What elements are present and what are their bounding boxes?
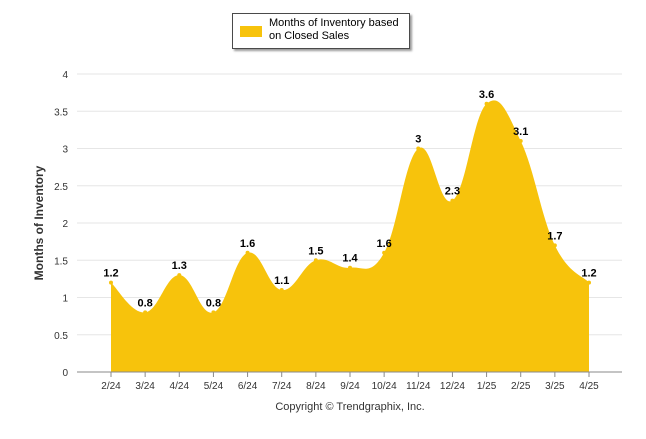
y-tick-label: 4 [62, 70, 68, 81]
data-label: 3.6 [479, 89, 494, 101]
data-point [587, 280, 591, 285]
data-label: 1.1 [274, 275, 289, 287]
data-label: 1.5 [308, 245, 323, 257]
data-label: 1.6 [376, 238, 391, 250]
data-point [109, 280, 113, 285]
series-area [111, 100, 589, 372]
x-tick-label: 4/24 [170, 381, 190, 392]
data-label: 1.2 [103, 268, 118, 280]
y-tick-label: 2 [62, 219, 68, 230]
data-point [177, 273, 182, 278]
data-label: 0.8 [137, 297, 152, 309]
y-tick-label: 1.5 [54, 256, 68, 267]
y-axis-title: Months of Inventory [32, 165, 46, 280]
data-point [416, 146, 421, 151]
legend: Months of Inventory based on Closed Sale… [232, 13, 410, 49]
copyright-footer: Copyright © Trendgraphix, Inc. [275, 401, 425, 413]
x-tick-label: 2/25 [511, 381, 531, 392]
y-tick-label: 2.5 [54, 182, 68, 193]
legend-swatch [240, 26, 262, 37]
data-point [450, 198, 455, 203]
data-label: 3 [415, 134, 421, 146]
data-point [382, 250, 387, 255]
x-tick-label: 9/24 [340, 381, 360, 392]
y-tick-label: 0.5 [54, 331, 68, 342]
data-label: 3.1 [513, 126, 528, 138]
x-tick-label: 10/24 [372, 381, 397, 392]
data-point [211, 310, 216, 315]
data-label: 1.3 [172, 260, 187, 272]
y-tick-label: 3.5 [54, 107, 68, 118]
x-tick-label: 12/24 [440, 381, 465, 392]
data-point [348, 265, 352, 270]
data-point [313, 258, 318, 263]
y-tick-label: 3 [62, 145, 68, 156]
data-point [552, 243, 557, 248]
x-tick-label: 3/24 [135, 381, 155, 392]
data-label: 0.8 [206, 297, 221, 309]
x-tick-label: 4/25 [579, 381, 599, 392]
y-tick-label: 1 [62, 294, 68, 305]
x-tick-label: 2/24 [101, 381, 121, 392]
x-tick-label: 1/25 [477, 381, 497, 392]
data-point [484, 101, 489, 106]
x-tick-label: 3/25 [545, 381, 565, 392]
data-label: 1.2 [581, 268, 596, 280]
x-tick-label: 8/24 [306, 381, 326, 392]
x-tick-label: 7/24 [272, 381, 292, 392]
data-point [143, 310, 148, 315]
x-tick-label: 11/24 [406, 381, 431, 392]
x-tick-label: 5/24 [204, 381, 224, 392]
data-label: 2.3 [445, 186, 460, 198]
data-point [279, 288, 284, 293]
y-tick-label: 0 [62, 368, 68, 379]
data-label: 1.6 [240, 238, 255, 250]
data-label: 1.7 [547, 230, 562, 242]
legend-label: Months of Inventory based on Closed Sale… [269, 17, 399, 42]
data-label: 1.4 [342, 253, 358, 265]
x-tick-label: 6/24 [238, 381, 258, 392]
data-point [518, 139, 523, 144]
data-point [245, 250, 250, 255]
